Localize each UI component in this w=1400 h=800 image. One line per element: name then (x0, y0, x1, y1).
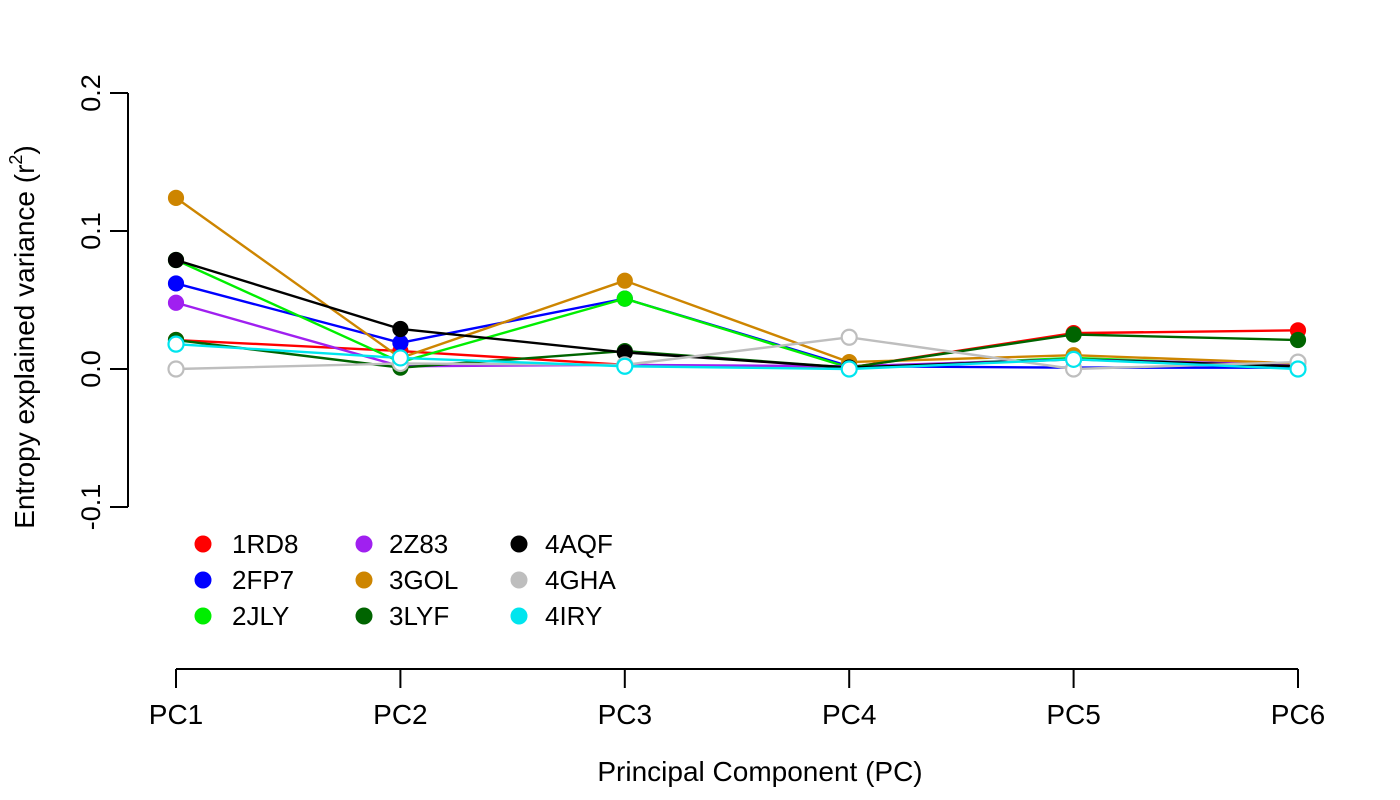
data-point (1289, 360, 1307, 378)
legend-label: 4GHA (545, 565, 616, 595)
data-point (1064, 350, 1083, 368)
x-axis-label: Principal Component (PC) (597, 756, 922, 787)
legend-label: 2FP7 (232, 565, 294, 595)
x-ticks: PC1 PC2 PC3 PC4 PC5 PC6 (149, 669, 1325, 730)
legend: 1RD8 2FP7 2JLY 2Z83 3GOL 3LYF 4AQF 4GHA 4IRY (194, 529, 616, 631)
series-3gol (167, 189, 1307, 372)
legend-item-3lyf: 3LYF (355, 601, 449, 631)
legend-swatch (510, 571, 528, 589)
legend-label: 3GOL (389, 565, 458, 595)
y-axis-label: Entropy explained variance (r2) (6, 145, 40, 529)
series-4iry (167, 335, 1307, 378)
legend-swatch (510, 607, 528, 625)
y-ticks: -0.1 0.0 0.1 0.2 (76, 74, 128, 530)
legend-swatch (510, 535, 528, 553)
legend-label: 1RD8 (232, 529, 298, 559)
data-point (167, 360, 185, 378)
x-tick-label: PC3 (598, 699, 652, 730)
data-point (167, 294, 185, 311)
data-point (1289, 331, 1307, 349)
legend-label: 4AQF (545, 529, 613, 559)
legend-swatch (194, 571, 212, 589)
x-tick-label: PC1 (149, 699, 203, 730)
legend-item-2fp7: 2FP7 (194, 565, 294, 595)
data-point (167, 251, 185, 269)
legend-swatch (194, 535, 212, 553)
legend-swatch (355, 571, 373, 589)
y-axis: -0.1 0.0 0.1 0.2 Entropy explained variance… (6, 74, 129, 530)
x-tick-label: PC5 (1046, 699, 1100, 730)
legend-swatch (355, 607, 373, 625)
series-layer (167, 189, 1307, 378)
data-point (840, 360, 858, 378)
y-axis-label-main: Entropy explained variance (9, 191, 40, 529)
y-axis-label-superscript: 2 (6, 155, 26, 165)
legend-label: 4IRY (545, 601, 602, 631)
data-point (392, 320, 409, 338)
y-tick-label: 0.0 (76, 350, 106, 388)
y-tick-label: -0.1 (76, 484, 106, 531)
legend-label: 3LYF (389, 601, 449, 631)
legend-swatch (194, 607, 212, 625)
legend-item-2jly: 2JLY (194, 601, 289, 631)
legend-item-4iry: 4IRY (510, 601, 602, 631)
data-point (167, 335, 185, 353)
data-point (391, 349, 409, 367)
legend-item-4aqf: 4AQF (510, 529, 613, 559)
x-tick-label: PC4 (822, 699, 876, 730)
x-tick-label: PC6 (1271, 699, 1325, 730)
y-axis-label-close-paren: ) (9, 145, 40, 154)
legend-label: 2JLY (232, 601, 289, 631)
data-point (616, 290, 633, 307)
legend-swatch (355, 535, 373, 553)
data-point (167, 189, 185, 206)
data-point (392, 334, 409, 351)
x-axis: PC1 PC2 PC3 PC4 PC5 PC6 Principal Component (… (149, 668, 1325, 787)
series-line (175, 196, 1299, 365)
legend-item-3gol: 3GOL (355, 565, 458, 595)
legend-item-4gha: 4GHA (510, 565, 616, 595)
data-point (840, 328, 858, 346)
legend-item-2z83: 2Z83 (355, 529, 448, 559)
data-point (1065, 326, 1082, 343)
y-axis-label-open-paren: (r (9, 165, 40, 191)
legend-item-1rd8: 1RD8 (194, 529, 298, 559)
y-tick-label: 0.1 (76, 212, 106, 250)
legend-label: 2Z83 (389, 529, 448, 559)
data-point (616, 357, 634, 375)
data-point (616, 272, 633, 289)
data-point (167, 275, 185, 292)
y-tick-label: 0.2 (76, 74, 106, 112)
series-line (175, 342, 1299, 371)
series-line (175, 336, 1299, 371)
x-tick-label: PC2 (373, 699, 427, 730)
